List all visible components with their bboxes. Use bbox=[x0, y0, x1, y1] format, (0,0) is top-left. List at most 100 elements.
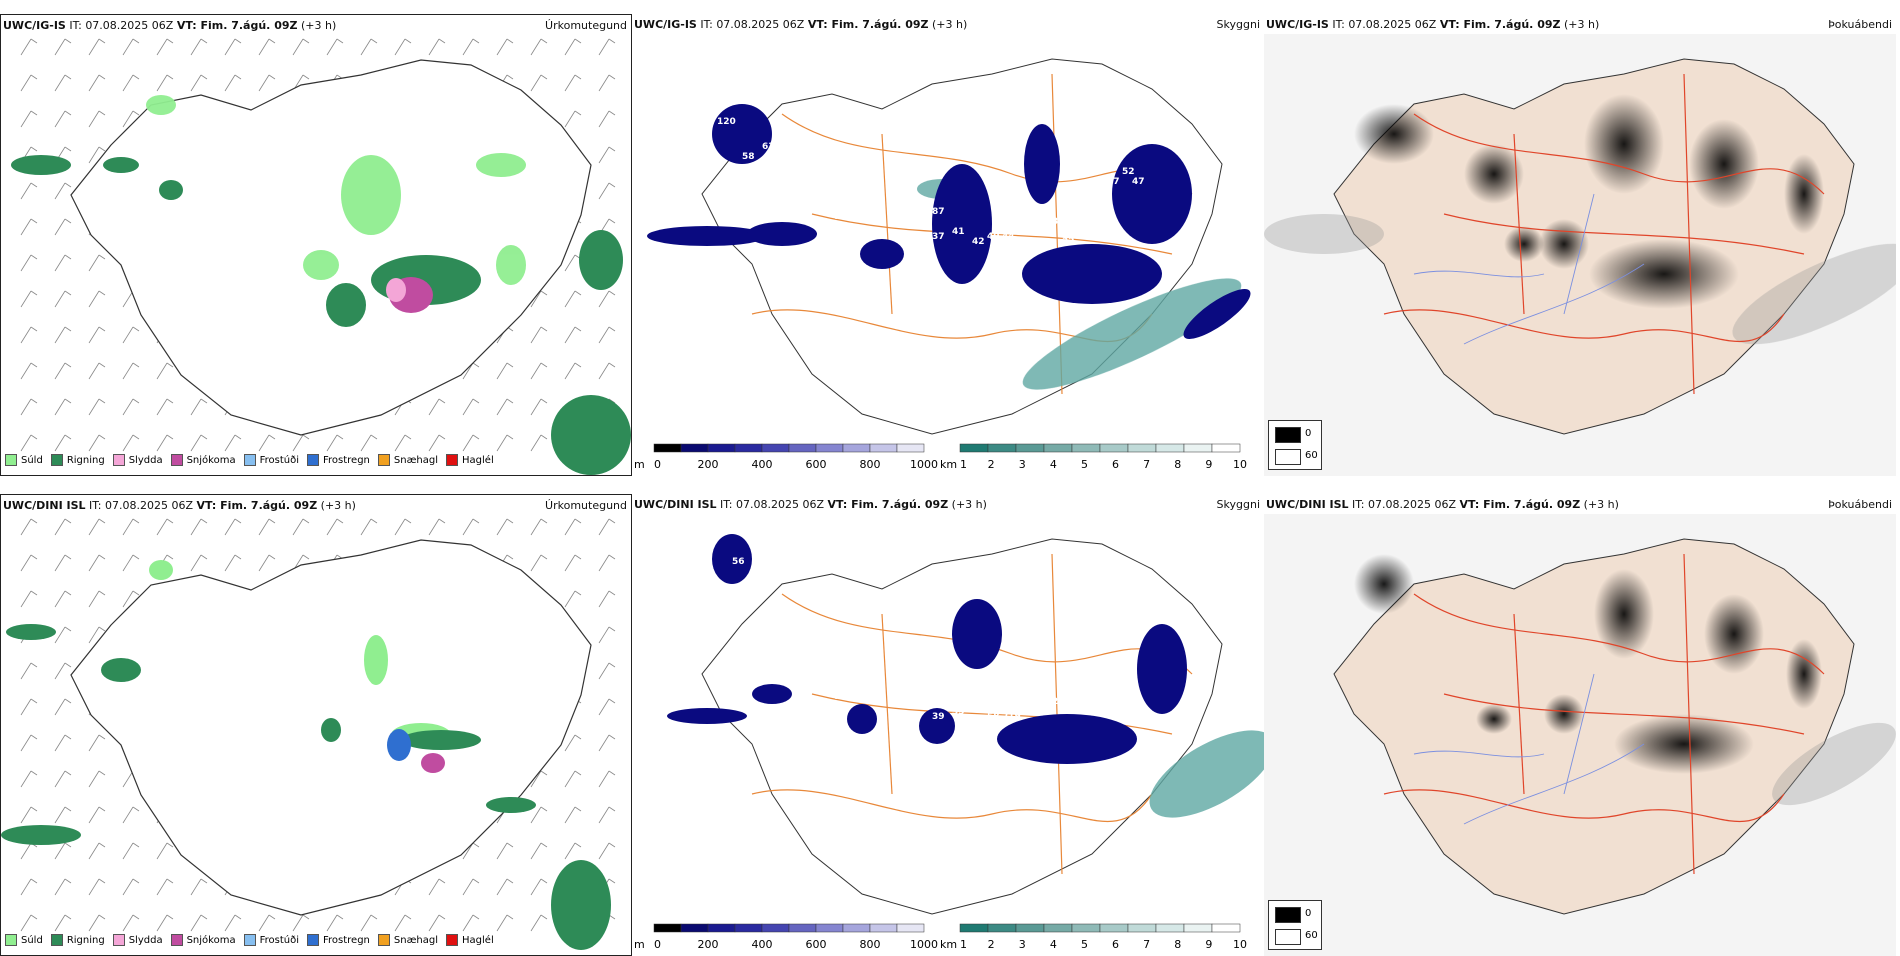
wind-barb-flag bbox=[574, 326, 582, 332]
scale-segment bbox=[707, 923, 736, 933]
wind-barb bbox=[564, 74, 576, 92]
wind-barb-flag bbox=[64, 554, 72, 560]
cloud-base-label: 34 bbox=[922, 132, 935, 142]
wind-barb bbox=[496, 398, 508, 416]
wind-barb-flag bbox=[540, 770, 548, 776]
wind-barb bbox=[530, 290, 542, 308]
wind-barb bbox=[20, 290, 32, 308]
wind-barb-flag bbox=[506, 74, 514, 80]
wind-barb-flag bbox=[132, 74, 140, 80]
wind-barb bbox=[88, 770, 100, 788]
wind-barb bbox=[564, 326, 576, 344]
wind-barb bbox=[156, 518, 168, 536]
wind-barb bbox=[54, 398, 66, 416]
wind-barb bbox=[190, 38, 202, 56]
legend-swatch bbox=[112, 454, 125, 466]
wind-barb-flag bbox=[30, 326, 38, 332]
wind-barb-flag bbox=[200, 434, 208, 440]
wind-barb bbox=[462, 878, 474, 896]
wind-barb-flag bbox=[132, 110, 140, 116]
cloud-base-label: 32 bbox=[1062, 237, 1075, 247]
wind-barb bbox=[54, 842, 66, 860]
wind-barb-flag bbox=[30, 590, 38, 596]
precip-header-bottom: UWC/DINI ISL IT: 07.08.2025 06Z VT: Fim.… bbox=[3, 499, 356, 512]
scale-segment bbox=[1127, 923, 1157, 933]
wind-barb-flag bbox=[30, 518, 38, 524]
wind-barb-flag bbox=[166, 554, 174, 560]
cloud-base-label: 120 bbox=[717, 117, 736, 127]
scale-segment bbox=[1071, 443, 1101, 453]
wind-barb-flag bbox=[166, 878, 174, 884]
wind-barb-flag bbox=[132, 914, 140, 920]
wind-barb bbox=[530, 398, 542, 416]
wind-barb-flag bbox=[98, 806, 106, 812]
wind-barb-flag bbox=[608, 878, 616, 884]
scale-tick: 3 bbox=[1019, 938, 1026, 951]
cloud-base-label: 63 bbox=[762, 142, 775, 152]
wind-barb-flag bbox=[608, 218, 616, 224]
wind-barb bbox=[224, 434, 236, 452]
wind-barb bbox=[122, 806, 134, 824]
scale-unit: km bbox=[940, 938, 957, 951]
wind-barb-flag bbox=[64, 806, 72, 812]
wind-barb bbox=[496, 362, 508, 380]
wind-barb-flag bbox=[540, 362, 548, 368]
wind-barb-flag bbox=[234, 554, 242, 560]
cloud-base-label: 41 bbox=[952, 227, 965, 237]
wind-barb bbox=[258, 38, 270, 56]
wind-barb bbox=[88, 362, 100, 380]
wind-barb-flag bbox=[234, 914, 242, 920]
wind-barb bbox=[258, 434, 270, 452]
scale-tick: 200 bbox=[698, 938, 719, 951]
wind-barb-flag bbox=[132, 554, 140, 560]
fog-legend-label: 0 bbox=[1305, 428, 1312, 439]
scale-segment bbox=[987, 443, 1017, 453]
scale-segment bbox=[959, 443, 989, 453]
wind-barb bbox=[224, 74, 236, 92]
wind-barb-flag bbox=[540, 914, 548, 920]
wind-barb bbox=[564, 38, 576, 56]
wind-barb-flag bbox=[506, 398, 514, 404]
wind-barb-flag bbox=[506, 38, 514, 44]
wind-barb-flag bbox=[132, 326, 140, 332]
wind-barb bbox=[88, 842, 100, 860]
wind-barb-flag bbox=[64, 146, 72, 152]
scale-tick: 600 bbox=[806, 938, 827, 951]
scale-tick: 600 bbox=[806, 458, 827, 471]
wind-barb bbox=[88, 290, 100, 308]
wind-barb-flag bbox=[98, 554, 106, 560]
wind-barb bbox=[598, 698, 610, 716]
wind-barb-flag bbox=[132, 518, 140, 524]
scale-tick: 1 bbox=[960, 938, 967, 951]
wind-barb bbox=[598, 662, 610, 680]
wind-barb bbox=[292, 434, 304, 452]
wind-barb-flag bbox=[540, 806, 548, 812]
wind-barb-flag bbox=[166, 518, 174, 524]
wind-barb bbox=[292, 38, 304, 56]
wind-barb bbox=[122, 434, 134, 452]
wind-barb bbox=[20, 554, 32, 572]
wind-barb bbox=[20, 734, 32, 752]
scale-segment bbox=[1211, 923, 1241, 933]
wind-barb bbox=[462, 38, 474, 56]
legend-swatch bbox=[112, 934, 125, 946]
scale-segment bbox=[869, 443, 898, 453]
wind-barb-flag bbox=[98, 362, 106, 368]
wind-barb-flag bbox=[132, 362, 140, 368]
cloud-base-label: 58 bbox=[987, 712, 1000, 722]
wind-barb bbox=[54, 914, 66, 932]
fog-legend-swatch bbox=[1275, 907, 1301, 923]
scale-unit: m bbox=[634, 458, 645, 471]
legend-label: Frostregn bbox=[323, 454, 370, 466]
scale-segment bbox=[1043, 443, 1073, 453]
wind-barb-flag bbox=[30, 698, 38, 704]
wind-barb bbox=[88, 110, 100, 128]
wind-barb-flag bbox=[30, 74, 38, 80]
wind-barb-flag bbox=[472, 878, 480, 884]
wind-barb-flag bbox=[200, 74, 208, 80]
wind-barb-flag bbox=[302, 518, 310, 524]
cloud-base-label: 42 bbox=[972, 237, 985, 247]
wind-barb-flag bbox=[336, 38, 344, 44]
wind-barb bbox=[530, 362, 542, 380]
wind-barb bbox=[20, 182, 32, 200]
